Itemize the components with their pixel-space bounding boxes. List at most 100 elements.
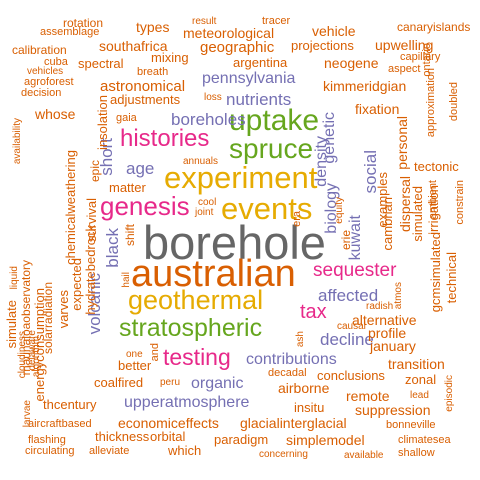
word: uptake bbox=[229, 104, 320, 137]
word: annuals bbox=[183, 156, 219, 167]
word: and bbox=[149, 343, 161, 362]
word: gaia bbox=[116, 112, 137, 124]
word: glacialinterglacial bbox=[240, 415, 347, 431]
word: alternative bbox=[352, 312, 417, 328]
word: january bbox=[370, 338, 416, 354]
word: upperatmosphere bbox=[124, 394, 250, 411]
word: algorithm bbox=[31, 336, 42, 378]
word: canaryislands bbox=[397, 20, 471, 34]
word: conclusions bbox=[317, 368, 385, 383]
word: organic bbox=[191, 375, 244, 392]
word: mixing bbox=[151, 50, 189, 65]
word: episodic bbox=[444, 375, 455, 412]
word: testing bbox=[163, 344, 231, 370]
word: breath bbox=[137, 66, 169, 78]
word: calibration bbox=[12, 43, 67, 57]
word: bonneville bbox=[386, 419, 436, 431]
word: result bbox=[192, 16, 217, 27]
word: australian bbox=[131, 253, 296, 295]
word: decline bbox=[320, 330, 374, 349]
word: genetic bbox=[321, 112, 338, 164]
word: one bbox=[126, 349, 143, 360]
word: doubled bbox=[448, 82, 460, 122]
word: nutrients bbox=[226, 90, 292, 109]
word: climatesea bbox=[398, 434, 451, 446]
word: approximation bbox=[425, 68, 437, 138]
word: transition bbox=[388, 356, 445, 372]
word: better bbox=[118, 358, 152, 373]
word: alleviate bbox=[89, 445, 130, 457]
word: events bbox=[221, 191, 313, 226]
word: expected bbox=[69, 258, 84, 311]
word: economiceffects bbox=[118, 415, 219, 431]
word: radish bbox=[366, 301, 394, 312]
word: which bbox=[168, 443, 202, 458]
word: causal bbox=[337, 321, 366, 332]
word: liquid bbox=[9, 266, 20, 290]
word: insitu bbox=[294, 400, 325, 415]
word: hail bbox=[121, 272, 132, 288]
word: epic bbox=[88, 160, 102, 183]
word: equity bbox=[334, 197, 345, 224]
word: shift bbox=[123, 224, 137, 247]
word: simplemodel bbox=[286, 432, 365, 448]
word: assemblage bbox=[40, 26, 100, 38]
word: aspect bbox=[388, 63, 421, 75]
word: ash bbox=[295, 331, 306, 348]
word: technical bbox=[444, 252, 459, 304]
word: age bbox=[126, 159, 155, 178]
word: contributions bbox=[246, 351, 337, 368]
word: decadal bbox=[268, 367, 307, 379]
word: thickness bbox=[95, 429, 150, 444]
word: orbital bbox=[150, 429, 186, 444]
word: cuba bbox=[44, 56, 68, 68]
word: cool bbox=[198, 197, 217, 208]
word: projections bbox=[291, 38, 354, 53]
word: experiment bbox=[164, 160, 318, 195]
word: ambient bbox=[427, 180, 439, 220]
word: chemicalweathering bbox=[63, 150, 78, 265]
word: black bbox=[103, 228, 122, 268]
word: matter bbox=[109, 180, 146, 195]
word: paradigm bbox=[214, 432, 269, 447]
word: decision bbox=[21, 87, 62, 99]
word: solarradiation bbox=[41, 282, 55, 355]
word: astronomical bbox=[100, 78, 186, 95]
word: profile bbox=[368, 325, 407, 341]
word: atmos bbox=[393, 282, 404, 310]
word: agroforest bbox=[24, 76, 74, 88]
word: geographic bbox=[200, 39, 275, 56]
word: fixation bbox=[355, 101, 400, 117]
word: tax bbox=[300, 301, 327, 323]
word: flashing bbox=[28, 434, 66, 446]
word: loss bbox=[204, 92, 222, 103]
word: remote bbox=[346, 388, 390, 404]
word: adjustments bbox=[110, 92, 181, 107]
word: peru bbox=[160, 377, 181, 388]
word: neogene bbox=[324, 55, 379, 71]
word: pennsylvania bbox=[202, 70, 296, 87]
word: rotation bbox=[63, 16, 104, 30]
word: affected bbox=[318, 286, 379, 305]
word: airborne bbox=[278, 380, 330, 396]
word: zonal bbox=[405, 372, 437, 387]
word: gcmsimulated bbox=[428, 232, 443, 313]
word: tectonic bbox=[414, 159, 459, 174]
word: constrain bbox=[454, 180, 466, 225]
word: genesis bbox=[100, 191, 190, 221]
word: sequester bbox=[313, 260, 397, 281]
word: vehicles bbox=[27, 66, 64, 77]
word: tracer bbox=[262, 15, 291, 27]
word: thcentury bbox=[43, 397, 97, 412]
word: simulated bbox=[410, 186, 425, 242]
word: shallow bbox=[398, 447, 435, 459]
word: erie bbox=[339, 230, 353, 251]
word: cloudiness bbox=[17, 331, 28, 379]
word: meteorological bbox=[183, 25, 275, 41]
word: southafrica bbox=[99, 38, 168, 54]
word: types bbox=[136, 19, 170, 35]
word: kimmeridgian bbox=[323, 78, 407, 94]
word: insolation bbox=[95, 95, 110, 150]
word: upwelling bbox=[375, 37, 434, 53]
